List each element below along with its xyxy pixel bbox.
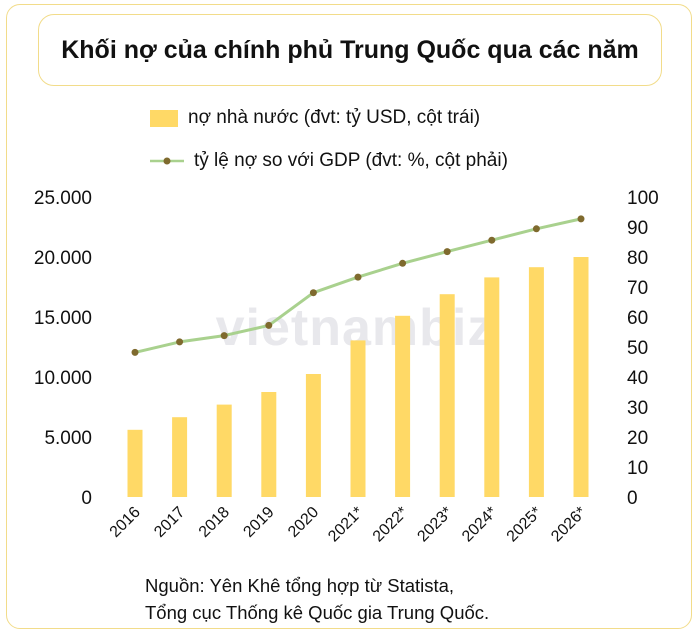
- x-tick-label: 2020: [285, 504, 322, 541]
- bar-2017: [172, 417, 188, 497]
- right-tick-label: 60: [627, 308, 648, 329]
- legend-item-bars: nợ nhà nước (đvt: tỷ USD, cột trái): [150, 105, 480, 131]
- bar-2025*: [528, 267, 544, 497]
- x-tick-label: 2021*: [325, 504, 367, 546]
- x-tick-label: 2022*: [370, 504, 412, 546]
- legend-line-swatch: [150, 157, 184, 165]
- left-tick-label: 15.000: [34, 308, 92, 329]
- ratio-point-2020: [309, 289, 317, 297]
- x-tick-label: 2025*: [504, 504, 546, 546]
- left-tick-label: 10.000: [34, 368, 92, 389]
- bar-2016: [127, 429, 143, 497]
- x-tick-label: 2024*: [459, 504, 501, 546]
- ratio-point-2019: [265, 321, 273, 329]
- source-line-1: Nguồn: Yên Khê tổng hợp từ Statista,: [145, 575, 455, 596]
- legend-label-line: tỷ lệ nợ so với GDP (đvt: %, cột phải): [194, 150, 508, 171]
- right-tick-label: 100: [627, 188, 659, 209]
- chart-title-box: Khối nợ của chính phủ Trung Quốc qua các…: [38, 14, 662, 86]
- right-tick-label: 20: [627, 428, 648, 449]
- x-tick-label: 2019: [240, 504, 277, 541]
- x-tick-label: 2023*: [414, 504, 456, 546]
- chart-title: Khối nợ của chính phủ Trung Quốc qua các…: [61, 35, 639, 64]
- right-tick-label: 90: [627, 218, 648, 239]
- ratio-point-2018: [220, 332, 228, 340]
- right-tick-label: 50: [627, 338, 648, 359]
- legend-label-bars: nợ nhà nước (đvt: tỷ USD, cột trái): [188, 107, 481, 128]
- ratio-point-2026*: [577, 215, 585, 223]
- x-tick-label: 2026*: [548, 504, 590, 546]
- ratio-point-2017: [176, 338, 184, 346]
- bar-2018: [216, 404, 232, 497]
- right-tick-label: 10: [627, 458, 648, 479]
- bar-2021*: [350, 340, 366, 497]
- source-note: Nguồn: Yên Khê tổng hợp từ Statista, Tổn…: [145, 572, 489, 626]
- bar-2023*: [439, 294, 455, 497]
- x-tick-label: 2018: [196, 504, 233, 541]
- left-tick-label: 25.000: [34, 188, 92, 209]
- left-tick-label: 0: [81, 488, 92, 509]
- legend-item-line: tỷ lệ nợ so với GDP (đvt: %, cột phải): [150, 148, 508, 174]
- bar-2024*: [484, 277, 500, 497]
- ratio-point-2016: [131, 348, 139, 356]
- source-line-2: Tổng cục Thống kê Quốc gia Trung Quốc.: [145, 602, 490, 623]
- right-tick-label: 30: [627, 398, 648, 419]
- ratio-point-2024*: [488, 236, 496, 244]
- ratio-point-2022*: [399, 259, 407, 267]
- bar-2020: [305, 374, 321, 497]
- left-tick-label: 20.000: [34, 248, 92, 269]
- bar-2026*: [573, 257, 589, 497]
- ratio-point-2021*: [354, 273, 362, 281]
- right-tick-label: 80: [627, 248, 648, 269]
- right-tick-label: 70: [627, 278, 648, 299]
- bar-2022*: [395, 315, 411, 497]
- x-tick-label: 2017: [151, 504, 188, 541]
- legend-bar-swatch: [150, 109, 178, 127]
- right-tick-label: 40: [627, 368, 648, 389]
- ratio-point-2025*: [532, 225, 540, 233]
- bar-2019: [261, 392, 277, 497]
- ratio-point-2023*: [443, 248, 451, 256]
- left-tick-label: 5.000: [44, 428, 92, 449]
- right-tick-label: 0: [627, 488, 638, 509]
- x-tick-label: 2016: [107, 504, 144, 541]
